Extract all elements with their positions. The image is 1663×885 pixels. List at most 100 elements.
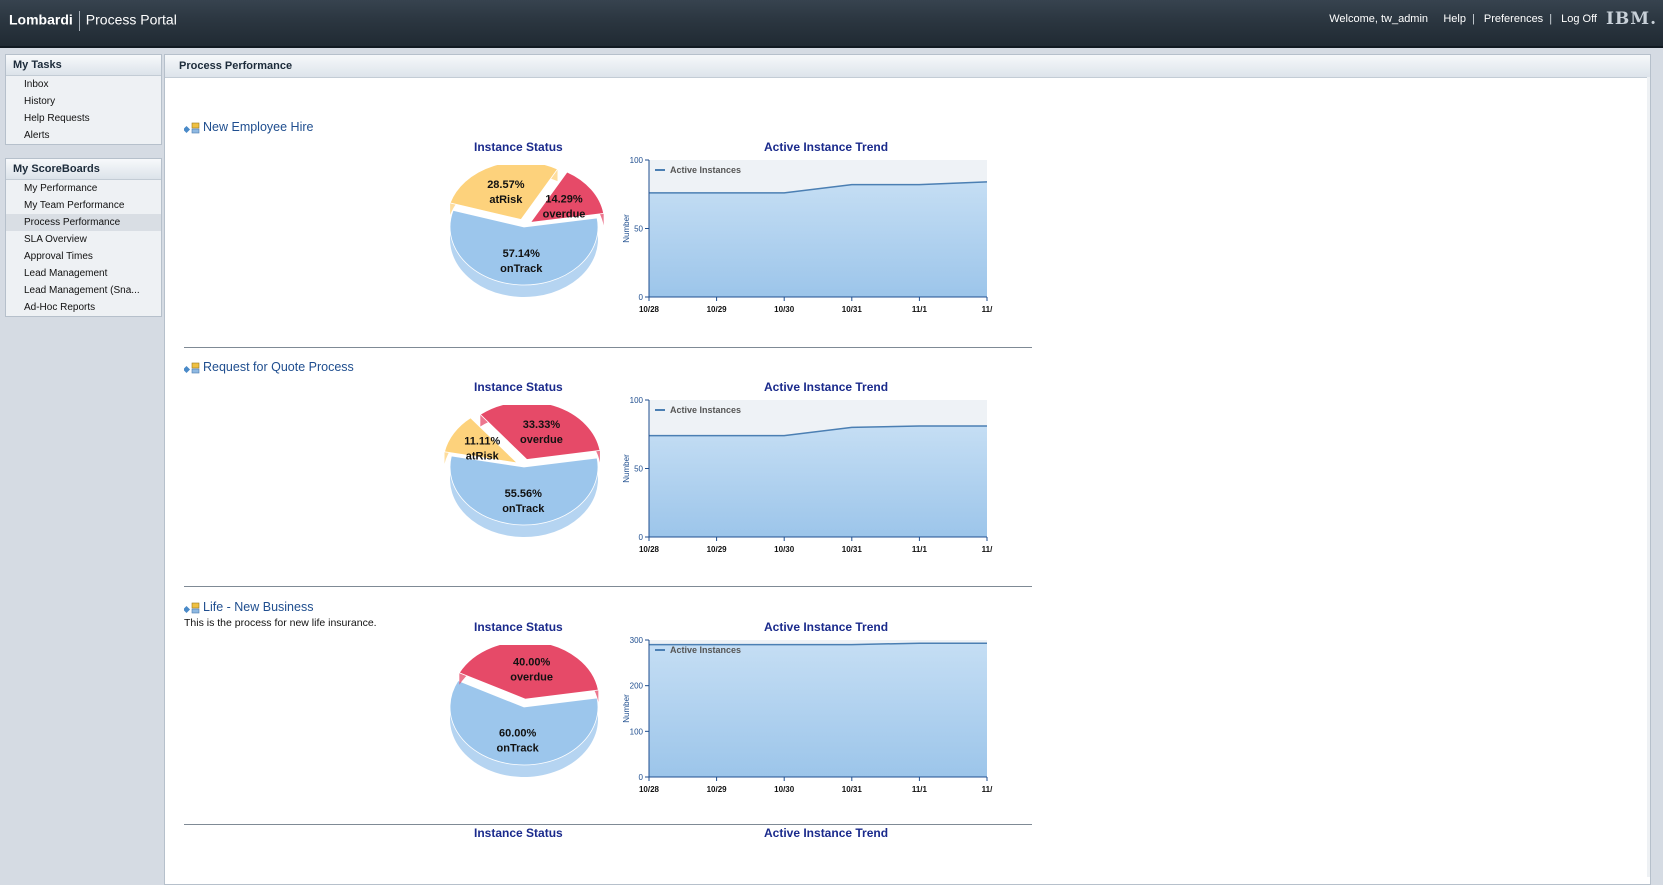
x-tick-label: 10/29	[707, 305, 728, 312]
x-tick-label: 10/28	[639, 785, 660, 792]
page-title: Process Performance	[165, 55, 1650, 78]
ibm-logo: IBM.	[1605, 9, 1657, 29]
process-name: Life - New Business	[203, 600, 314, 614]
x-tick-label: 10/31	[842, 785, 863, 792]
pie-label-name: atRisk	[466, 450, 500, 462]
x-tick-label: 10/30	[774, 305, 795, 312]
sidebar-item-approval-times[interactable]: Approval Times	[24, 251, 93, 262]
process-name: New Employee Hire	[203, 120, 314, 134]
top-links: Welcome, tw_admin Help | Preferences | Log…	[1329, 13, 1597, 25]
sidebar-item-history[interactable]: History	[24, 96, 56, 107]
y-tick-label: 50	[634, 225, 643, 234]
process-description: This is the process for new life insuran…	[184, 617, 377, 629]
x-tick-label: 10/31	[842, 305, 863, 312]
pie-label-percent: 33.33%	[523, 419, 561, 431]
pie-group: 57.14% onTrack 28.57% atRisk 14.29% overdue	[449, 165, 605, 297]
sidebar-item-process-performance[interactable]: Process Performance	[6, 214, 161, 231]
y-tick-label: 200	[630, 682, 644, 691]
process-section-life-new-business: Life - New Business This is the process …	[184, 600, 1032, 850]
process-section-new-employee-hire: New Employee Hire Instance Status Active…	[184, 120, 1032, 370]
active-instance-trend-chart: 0 50 100 10/28 10/29 10/30 10/31 11/1 11/Number A…	[622, 156, 993, 312]
pie-slice-onTrack	[449, 455, 599, 526]
pie-label-name: onTrack	[497, 743, 540, 755]
y-axis-label: Number	[622, 454, 631, 483]
instance-status-pie-chart: 57.14% onTrack 28.57% atRisk 14.29% overdue	[449, 165, 605, 297]
pie-label-name: onTrack	[500, 263, 543, 275]
process-diagram-icon	[184, 602, 200, 614]
trend-area	[649, 426, 987, 537]
logoff-link[interactable]: Log Off	[1561, 13, 1597, 25]
y-tick-label: 100	[630, 727, 644, 736]
pie-slice-atRisk	[444, 417, 519, 464]
my-scoreboards-title: My ScoreBoards	[6, 159, 161, 180]
y-tick-label: 300	[630, 636, 644, 645]
process-title-link[interactable]: Life - New Business	[184, 600, 313, 614]
process-diagram-icon	[184, 122, 200, 134]
brand-name: Lombardi	[9, 11, 73, 28]
instance-status-pie-chart: 55.56% onTrack 11.11% atRisk 33.33% overdue	[444, 405, 601, 537]
pie-slice-overdue	[458, 645, 599, 700]
x-tick-label: 10/29	[707, 545, 728, 552]
pie-label-name: onTrack	[502, 503, 545, 515]
x-tick-label: 10/28	[639, 305, 660, 312]
legend-label: Active Instances	[670, 645, 741, 655]
trend-chart-title: Active Instance Trend	[764, 140, 889, 154]
pie-chart-title: Instance Status	[474, 826, 563, 840]
sidebar-item-alerts[interactable]: Alerts	[24, 130, 50, 141]
sidebar-item-lead-management-snapshot[interactable]: Lead Management (Sna...	[24, 285, 140, 296]
trend-line	[649, 642, 987, 646]
trend-area	[649, 643, 987, 777]
sidebar-item-sla-overview[interactable]: SLA Overview	[24, 234, 87, 245]
pie-slice-onTrack	[449, 209, 599, 286]
pie-label-name: overdue	[520, 434, 563, 446]
pie-label-percent: 28.57%	[487, 179, 525, 191]
x-tick-label: 11/1	[912, 305, 928, 312]
trend-line	[649, 181, 988, 194]
pie-label-percent: 57.14%	[503, 248, 541, 260]
section-divider	[184, 347, 1032, 348]
link-separator: |	[1471, 13, 1475, 25]
preferences-link[interactable]: Preferences	[1483, 13, 1544, 25]
my-tasks-panel: My Tasks Inbox History Help Requests Ale…	[5, 54, 162, 145]
pie-group: 60.00% onTrack 40.00% overdue	[449, 645, 599, 777]
process-section-request-for-quote: Request for Quote Process Instance Statu…	[184, 360, 1032, 610]
trend-chart-title: Active Instance Trend	[764, 620, 889, 634]
x-tick-label: 10/31	[842, 545, 863, 552]
x-tick-label: 11/	[982, 545, 993, 552]
y-tick-label: 100	[630, 396, 644, 405]
help-link[interactable]: Help	[1443, 13, 1466, 25]
pie-group: 55.56% onTrack 11.11% atRisk 33.33% overdue	[444, 405, 601, 537]
trend-area	[649, 181, 987, 297]
pie-label-percent: 60.00%	[499, 728, 537, 740]
active-instance-trend-chart: 0 50 100 10/28 10/29 10/30 10/31 11/1 11/Number A…	[622, 396, 993, 552]
sidebar-item-my-performance[interactable]: My Performance	[24, 183, 98, 194]
product-name: Process Portal	[85, 11, 177, 28]
process-title-link[interactable]: Request for Quote Process	[184, 360, 354, 374]
pie-label-percent: 11.11%	[464, 435, 500, 447]
pie-label-name: overdue	[543, 208, 586, 220]
vertical-scrollbar[interactable]	[1647, 77, 1650, 877]
welcome-text: Welcome, tw_admin	[1329, 13, 1429, 25]
y-tick-label: 0	[639, 293, 644, 302]
trend-chart-title: Active Instance Trend	[764, 826, 889, 840]
top-header-bar: Lombardi Process Portal Welcome, tw_admin…	[0, 0, 1663, 48]
y-axis-label: Number	[622, 214, 631, 243]
sidebar-item-lead-management[interactable]: Lead Management	[24, 268, 108, 279]
process-title-link[interactable]: New Employee Hire	[184, 120, 313, 134]
y-tick-label: 0	[639, 533, 644, 542]
x-tick-label: 10/29	[707, 785, 728, 792]
x-tick-label: 11/1	[912, 785, 928, 792]
x-tick-label: 11/	[982, 785, 993, 792]
x-tick-label: 10/28	[639, 545, 660, 552]
trend-line	[649, 425, 987, 437]
pie-label-percent: 55.56%	[505, 488, 543, 500]
brand-separator	[78, 11, 80, 31]
sidebar-item-ad-hoc-reports[interactable]: Ad-Hoc Reports	[24, 302, 96, 313]
legend-label: Active Instances	[670, 405, 741, 415]
sidebar-item-help-requests[interactable]: Help Requests	[24, 113, 90, 124]
section-divider	[184, 824, 1032, 825]
link-separator: |	[1549, 13, 1553, 25]
pie-label-name: atRisk	[489, 194, 523, 206]
sidebar-item-my-team-performance[interactable]: My Team Performance	[24, 200, 125, 211]
sidebar-item-inbox[interactable]: Inbox	[24, 79, 49, 90]
